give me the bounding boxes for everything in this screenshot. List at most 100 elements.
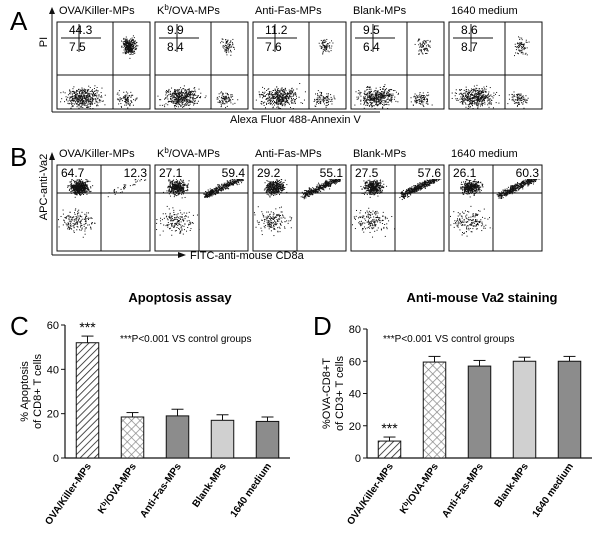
flow-dot (243, 179, 245, 181)
flow-dot (486, 95, 488, 97)
flow-dot (392, 93, 394, 95)
flow-dot (226, 42, 228, 44)
flow-dot (84, 218, 86, 220)
flow-dot (134, 46, 136, 48)
flow-dot (198, 97, 200, 99)
flow-dot (92, 98, 94, 100)
flow-dot (210, 189, 212, 191)
flow-dot (463, 92, 465, 94)
flow-dot (284, 101, 286, 103)
flow-dot (64, 217, 66, 219)
flow-dot (83, 185, 85, 187)
flow-dot (276, 86, 278, 88)
flow-dot (81, 182, 83, 184)
flow-dot (113, 190, 115, 192)
flow-dot (165, 92, 167, 94)
flow-dot (169, 190, 171, 192)
flow-dot (466, 98, 468, 100)
flow-dot (68, 226, 70, 228)
flow-dot (70, 96, 72, 98)
flow-dot (325, 105, 327, 107)
flow-dot (476, 99, 478, 101)
flow-dot (519, 97, 521, 99)
quadrant-value-left: 64.7 (61, 166, 85, 180)
flow-dot (117, 92, 119, 94)
flow-dot (225, 47, 227, 49)
flow-dot (463, 89, 465, 91)
flow-dot (170, 101, 172, 103)
flow-dot (414, 101, 416, 103)
flow-dot (125, 38, 127, 40)
flow-dot (378, 94, 380, 96)
flow-dot (468, 97, 470, 99)
flow-dot (85, 178, 87, 180)
flow-dot (419, 46, 421, 48)
flow-dot (414, 100, 416, 102)
flow-dot (517, 53, 519, 55)
flow-dot (82, 93, 84, 95)
flow-dot (187, 95, 189, 97)
flow-dot (460, 92, 462, 94)
flow-dot (228, 98, 230, 100)
flow-dot (79, 185, 81, 187)
flow-dot (486, 85, 488, 87)
flow-dot (130, 91, 132, 93)
flow-dot (134, 48, 136, 50)
flow-dot (322, 44, 324, 46)
flow-dot (521, 96, 523, 98)
flow-dot (85, 96, 87, 98)
flow-dot (315, 99, 317, 101)
flow-dot (367, 89, 369, 91)
flow-dot (518, 43, 520, 45)
flow-dot (288, 92, 290, 94)
flow-dot (181, 229, 183, 231)
flow-dot (425, 45, 427, 47)
flow-dot (523, 47, 525, 49)
flow-dot (480, 98, 482, 100)
flow-dot (178, 221, 180, 223)
flow-dot (220, 92, 222, 94)
flow-dot (267, 97, 269, 99)
flow-b-x-arrowhead (178, 252, 186, 258)
flow-dot (267, 102, 269, 104)
flow-dot (82, 191, 84, 193)
flow-dot (175, 102, 177, 104)
flow-dot (184, 223, 186, 225)
flow-dot (102, 100, 104, 102)
flow-dot (186, 184, 188, 186)
flow-dot (68, 218, 70, 220)
flow-dot (285, 99, 287, 101)
flow-dot (214, 188, 216, 190)
flow-dot (70, 191, 72, 193)
flow-dot (76, 191, 78, 193)
flow-dot (320, 93, 322, 95)
flow-dot (388, 95, 390, 97)
flow-dot (291, 92, 293, 94)
flow-dot (120, 188, 122, 190)
flow-dot (514, 46, 516, 48)
flow-dot (293, 100, 295, 102)
flow-dot (384, 100, 386, 102)
flow-dot (418, 102, 420, 104)
flow-dot (168, 215, 170, 217)
flow-dot (166, 205, 168, 207)
flow-dot (183, 93, 185, 95)
flow-dot (232, 98, 234, 100)
flow-dot (219, 101, 221, 103)
flow-dot (124, 184, 126, 186)
flow-dot (123, 45, 125, 47)
flow-dot (79, 180, 81, 182)
flow-dot (222, 101, 224, 103)
flow-dot (375, 103, 377, 105)
flow-dot (524, 47, 526, 49)
flow-dot (118, 98, 120, 100)
flow-dot (378, 100, 380, 102)
flow-dot (481, 101, 483, 103)
flow-dot (477, 91, 479, 93)
flow-dot (461, 97, 463, 99)
flow-dot (82, 188, 84, 190)
flow-dot (238, 183, 240, 185)
flow-dot (421, 100, 423, 102)
flow-dot (278, 95, 280, 97)
flow-dot (79, 182, 81, 184)
